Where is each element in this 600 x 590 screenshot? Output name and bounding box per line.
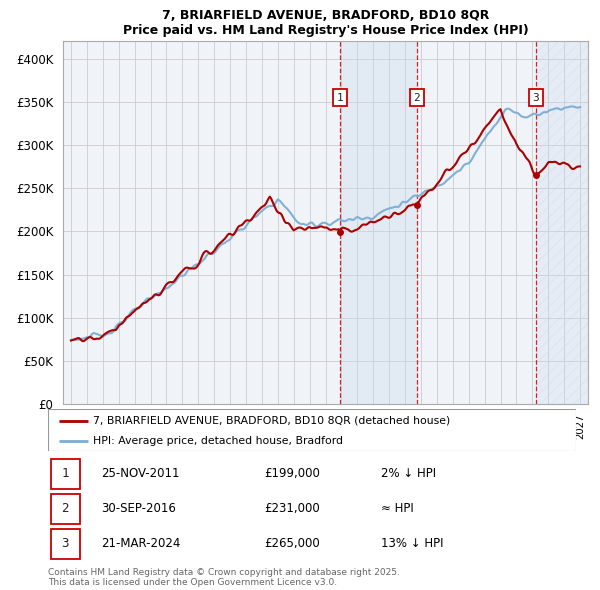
Bar: [536, 41, 588, 404]
Text: 25-NOV-2011: 25-NOV-2011: [101, 467, 179, 480]
Bar: [340, 41, 417, 404]
Text: Contains HM Land Registry data © Crown copyright and database right 2025.
This d: Contains HM Land Registry data © Crown c…: [48, 568, 400, 587]
Text: HPI: Average price, detached house, Bradford: HPI: Average price, detached house, Brad…: [93, 436, 343, 445]
Text: 1: 1: [337, 93, 343, 103]
Text: ≈ HPI: ≈ HPI: [380, 502, 413, 516]
Text: 2: 2: [61, 502, 69, 516]
FancyBboxPatch shape: [50, 494, 80, 524]
Text: 2% ↓ HPI: 2% ↓ HPI: [380, 467, 436, 480]
Text: 7, BRIARFIELD AVENUE, BRADFORD, BD10 8QR (detached house): 7, BRIARFIELD AVENUE, BRADFORD, BD10 8QR…: [93, 416, 450, 426]
Text: 30-SEP-2016: 30-SEP-2016: [101, 502, 176, 516]
Title: 7, BRIARFIELD AVENUE, BRADFORD, BD10 8QR
Price paid vs. HM Land Registry's House: 7, BRIARFIELD AVENUE, BRADFORD, BD10 8QR…: [122, 9, 529, 37]
Text: 13% ↓ HPI: 13% ↓ HPI: [380, 537, 443, 550]
FancyBboxPatch shape: [50, 529, 80, 559]
Text: 3: 3: [532, 93, 539, 103]
Text: 3: 3: [61, 537, 69, 550]
Text: £265,000: £265,000: [265, 537, 320, 550]
FancyBboxPatch shape: [50, 458, 80, 489]
Text: £199,000: £199,000: [265, 467, 320, 480]
Text: £231,000: £231,000: [265, 502, 320, 516]
Text: 2: 2: [413, 93, 421, 103]
Text: 21-MAR-2024: 21-MAR-2024: [101, 537, 180, 550]
Text: 1: 1: [61, 467, 69, 480]
